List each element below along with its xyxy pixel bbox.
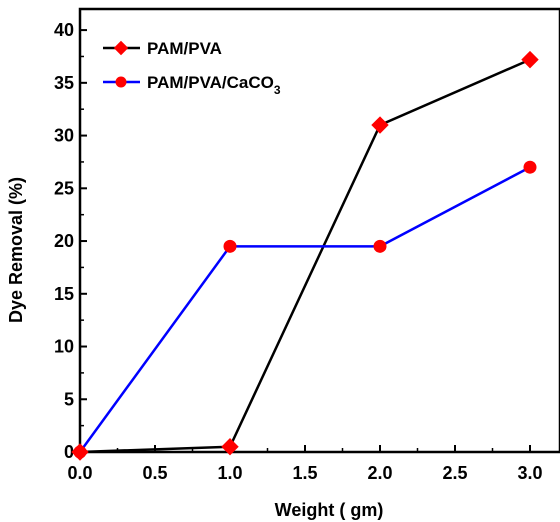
series-line-2 bbox=[78, 166, 531, 453]
y-tick-label: 35 bbox=[54, 73, 74, 93]
x-tick-label: 0.0 bbox=[67, 463, 92, 483]
y-tick-label: 30 bbox=[54, 126, 74, 146]
y-tick-label: 25 bbox=[54, 178, 74, 198]
y-tick-label: 20 bbox=[54, 231, 74, 251]
series-1-point bbox=[71, 443, 89, 461]
y-tick-label: 15 bbox=[54, 284, 74, 304]
x-tick-label: 0.5 bbox=[142, 463, 167, 483]
x-tick-label: 2.0 bbox=[367, 463, 392, 483]
minor-ticks bbox=[80, 55, 494, 452]
legend: PAM/PVA PAM/PVA/CaCO3 bbox=[103, 39, 281, 97]
series-lines bbox=[78, 58, 531, 454]
series-2-point bbox=[223, 239, 237, 253]
series-line-1 bbox=[79, 58, 531, 454]
legend-marker bbox=[115, 76, 127, 88]
legend-marker bbox=[113, 40, 129, 56]
x-tick-label: 1.0 bbox=[217, 463, 242, 483]
x-axis-ticks: 0.0 0.5 1.0 1.5 2.0 2.5 3.0 bbox=[67, 445, 543, 483]
y-tick-label: 40 bbox=[54, 20, 74, 40]
y-tick-label: 10 bbox=[54, 337, 74, 357]
y-tick-label: 0 bbox=[64, 442, 74, 462]
legend-item-2: PAM/PVA/CaCO3 bbox=[103, 73, 281, 97]
x-tick-label: 3.0 bbox=[517, 463, 542, 483]
x-tick-label: 2.5 bbox=[442, 463, 467, 483]
x-tick-label: 1.5 bbox=[292, 463, 317, 483]
series-2-point bbox=[373, 239, 387, 253]
legend-item-1: PAM/PVA bbox=[103, 39, 222, 58]
series-2-point bbox=[523, 160, 537, 174]
series-1-point bbox=[221, 438, 239, 456]
series-1-point bbox=[371, 116, 389, 134]
plot-frame bbox=[78, 7, 560, 454]
x-axis-title: Weight ( gm) bbox=[275, 500, 384, 520]
series-markers bbox=[71, 50, 539, 461]
series-1-point bbox=[521, 50, 539, 69]
y-axis-title: Dye Removal (%) bbox=[6, 177, 26, 323]
legend-label: PAM/PVA bbox=[147, 39, 222, 58]
y-tick-label: 5 bbox=[64, 389, 74, 409]
plot-area bbox=[78, 7, 560, 454]
y-axis-ticks: 0 5 10 15 20 25 30 35 40 bbox=[54, 20, 87, 462]
legend-label: PAM/PVA/CaCO3 bbox=[147, 73, 281, 97]
